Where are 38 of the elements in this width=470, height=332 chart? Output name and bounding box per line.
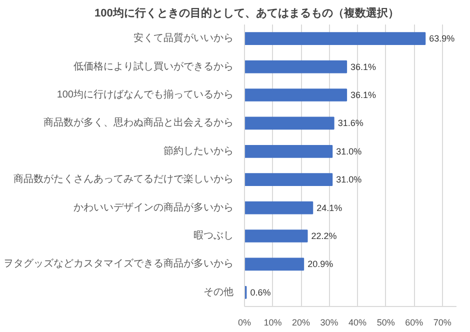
y-tick-label: その他 [204, 286, 234, 298]
bar [244, 88, 348, 102]
chart-title: 100均に行くときの目的として、あてはまるもの（複数選択） [94, 6, 399, 20]
x-tick-label: 20% [292, 318, 310, 328]
bar [244, 32, 426, 46]
y-tick-label: 暇つぶし [194, 230, 234, 242]
data-label: 63.9% [429, 34, 455, 44]
bar [244, 60, 348, 74]
data-label: 31.0% [336, 146, 362, 156]
x-tick-label: 10% [264, 318, 282, 328]
bar [244, 144, 333, 158]
data-label: 20.9% [308, 259, 334, 270]
y-tick-label: 低価格により試し買いができるから [74, 60, 234, 72]
data-label: 31.6% [338, 118, 364, 128]
data-label: 0.6% [250, 287, 271, 298]
data-label: 22.2% [311, 231, 337, 241]
y-tick-label: ヲタグッズなどカスタマイズできる商品が多いから [4, 258, 234, 270]
x-tick-label: 70% [433, 318, 452, 328]
data-label: 24.1% [316, 202, 342, 213]
y-tick-label: 商品数が多く、思わぬ商品と出会えるから [44, 116, 234, 129]
y-tick-label: 商品数がたくさんあってみてるだけで楽しいから [14, 173, 234, 186]
x-tick-label: 50% [376, 318, 395, 328]
y-tick-label: 100均に行けばなんでも揃っているから [56, 88, 234, 100]
bar [244, 173, 333, 186]
x-tick-label: 30% [320, 318, 338, 328]
x-tick-label: 40% [348, 318, 367, 328]
bar [244, 116, 334, 130]
y-tick-label: かわいいデザインの商品が多いから [74, 201, 234, 214]
bar [244, 230, 308, 242]
y-tick-label: 安くて品質がいいから [134, 32, 234, 44]
data-label: 31.0% [336, 174, 362, 185]
bar [244, 258, 304, 271]
x-tick-label: 60% [405, 318, 424, 328]
data-label: 36.1% [350, 62, 376, 72]
bar [244, 201, 314, 214]
x-tick-label: 0% [238, 318, 252, 328]
data-label: 36.1% [350, 90, 376, 100]
y-tick-label: 節約したいから [164, 146, 234, 157]
